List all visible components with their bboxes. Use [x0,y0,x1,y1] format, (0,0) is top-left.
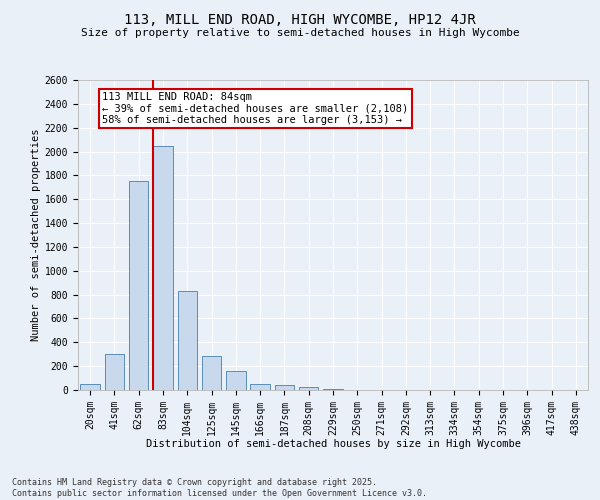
Bar [275,385,294,390]
Bar [129,182,148,390]
Bar [153,146,173,390]
Text: 113, MILL END ROAD, HIGH WYCOMBE, HP12 4JR: 113, MILL END ROAD, HIGH WYCOMBE, HP12 4… [124,12,476,26]
X-axis label: Distribution of semi-detached houses by size in High Wycombe: Distribution of semi-detached houses by … [146,439,521,449]
Bar [80,384,100,390]
Bar [202,356,221,390]
Bar [299,387,319,390]
Text: 113 MILL END ROAD: 84sqm
← 39% of semi-detached houses are smaller (2,108)
58% o: 113 MILL END ROAD: 84sqm ← 39% of semi-d… [102,92,409,125]
Bar [250,384,270,390]
Y-axis label: Number of semi-detached properties: Number of semi-detached properties [31,128,41,341]
Text: Contains HM Land Registry data © Crown copyright and database right 2025.
Contai: Contains HM Land Registry data © Crown c… [12,478,427,498]
Bar [178,291,197,390]
Bar [226,371,245,390]
Bar [105,354,124,390]
Text: Size of property relative to semi-detached houses in High Wycombe: Size of property relative to semi-detach… [80,28,520,38]
